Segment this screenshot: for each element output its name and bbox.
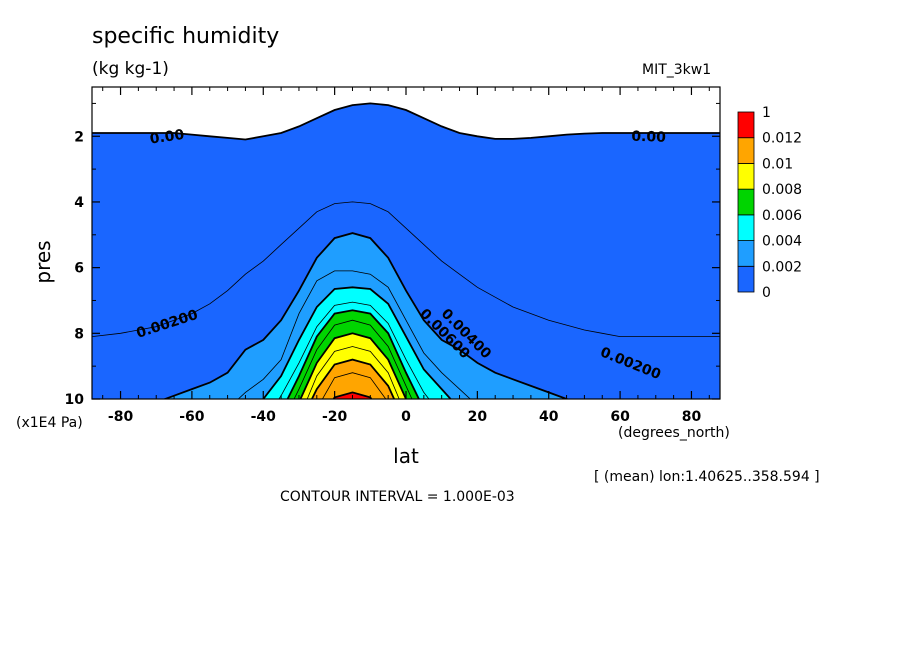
y-axis-label: pres [31, 240, 55, 283]
contour-line-10 [310, 358, 396, 399]
x-ticks: -80 -60 -40 -20 0 20 40 60 80 [108, 87, 702, 425]
colorbar-label: 0 [762, 285, 771, 301]
dataset-label: MIT_3kw1 [642, 62, 712, 78]
contour-line-4 [261, 286, 452, 399]
contour-interval: CONTOUR INTERVAL = 1.000E-03 [280, 489, 515, 505]
colorbar-label: 0.01 [762, 156, 793, 172]
x-axis-label: lat [393, 444, 419, 468]
colorbar-label: 0.002 [762, 259, 802, 275]
contour-line-5 [278, 301, 430, 399]
y-tick-label: 10 [65, 392, 85, 408]
colorbar-label: 0.006 [762, 208, 802, 224]
contour-fills [92, 87, 720, 399]
x-tick-label: 60 [610, 409, 630, 425]
x-tick-label: 20 [468, 409, 488, 425]
contour-line-3 [237, 270, 471, 399]
contour-line-11 [321, 372, 387, 399]
x-tick-label: 80 [682, 409, 702, 425]
chart-units: (kg kg-1) [92, 59, 169, 79]
contour-label: 0.00 [631, 129, 666, 146]
colorbar-label: 0.012 [762, 131, 802, 147]
minor-ticks [92, 87, 720, 399]
y-ticks: 2 4 6 8 10 [65, 129, 720, 408]
colorbar-label: 0.008 [762, 182, 802, 198]
colorbar-swatch [737, 163, 755, 190]
contour-fill-11 [322, 372, 386, 399]
colorbar-swatch [737, 137, 755, 164]
contour-line-7 [293, 319, 413, 399]
contour-line-6 [286, 309, 420, 399]
contour-label: 0.00 [149, 127, 186, 148]
colorbar-swatch [737, 214, 755, 241]
colorbar-label: 0.004 [762, 234, 802, 250]
contour-line-9 [306, 346, 400, 399]
colorbar-label: 1 [762, 105, 771, 121]
colorbar-swatch [737, 240, 755, 267]
contour-line-8 [299, 332, 408, 399]
x-units: (degrees_north) [618, 425, 730, 441]
x-tick-label: -40 [251, 409, 277, 425]
contour-line-1 [92, 201, 720, 337]
colorbar-swatch [737, 111, 755, 139]
colorbar: 0 0.002 0.004 0.006 0.008 0.01 0.012 1 [737, 105, 802, 301]
x-tick-label: -60 [179, 409, 205, 425]
chart-title: specific humidity [92, 24, 280, 49]
colorbar-swatch [737, 265, 755, 293]
y-tick-label: 2 [74, 129, 84, 145]
y-tick-label: 8 [74, 326, 84, 342]
x-tick-label: -20 [322, 409, 348, 425]
y-tick-label: 6 [74, 261, 84, 277]
contour-line-0 [92, 102, 720, 141]
region-note: [ (mean) lon:1.40625..358.594 ] [594, 469, 820, 485]
x-tick-label: -80 [108, 409, 134, 425]
y-tick-label: 4 [74, 195, 84, 211]
x-tick-label: 0 [401, 409, 411, 425]
y-units: (x1E4 Pa) [16, 415, 83, 431]
colorbar-swatch [737, 188, 755, 216]
contour-lines [92, 102, 720, 399]
x-tick-label: 40 [539, 409, 559, 425]
contour-line-2 [162, 232, 570, 399]
